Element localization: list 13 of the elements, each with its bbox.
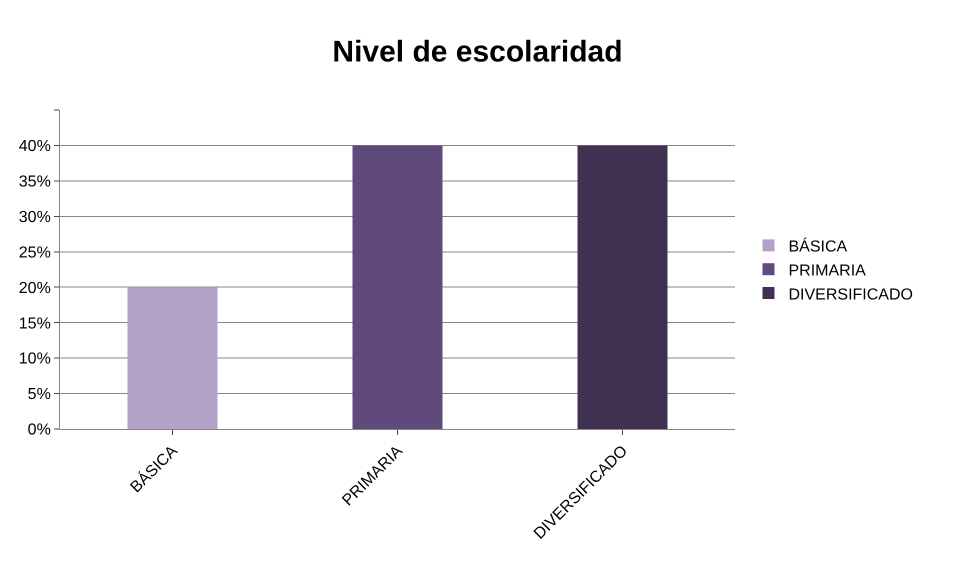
y-tick-label: 5% xyxy=(28,386,51,404)
legend-label: PRIMARIA xyxy=(788,262,866,280)
chart-title: Nivel de escolaridad xyxy=(332,36,623,69)
y-tick-label: 35% xyxy=(18,173,51,190)
y-tick-label: 40% xyxy=(18,138,51,156)
y-tick-label: 20% xyxy=(18,280,51,297)
y-tick-label: 25% xyxy=(18,244,51,262)
y-tick-label: 0% xyxy=(28,422,51,439)
y-tick-label: 15% xyxy=(18,315,51,332)
legend-label: BÁSICA xyxy=(788,238,848,256)
y-tick-label: 30% xyxy=(18,208,51,226)
y-tick-label: 10% xyxy=(18,350,51,368)
legend-label: DIVERSIFICADO xyxy=(788,286,913,304)
